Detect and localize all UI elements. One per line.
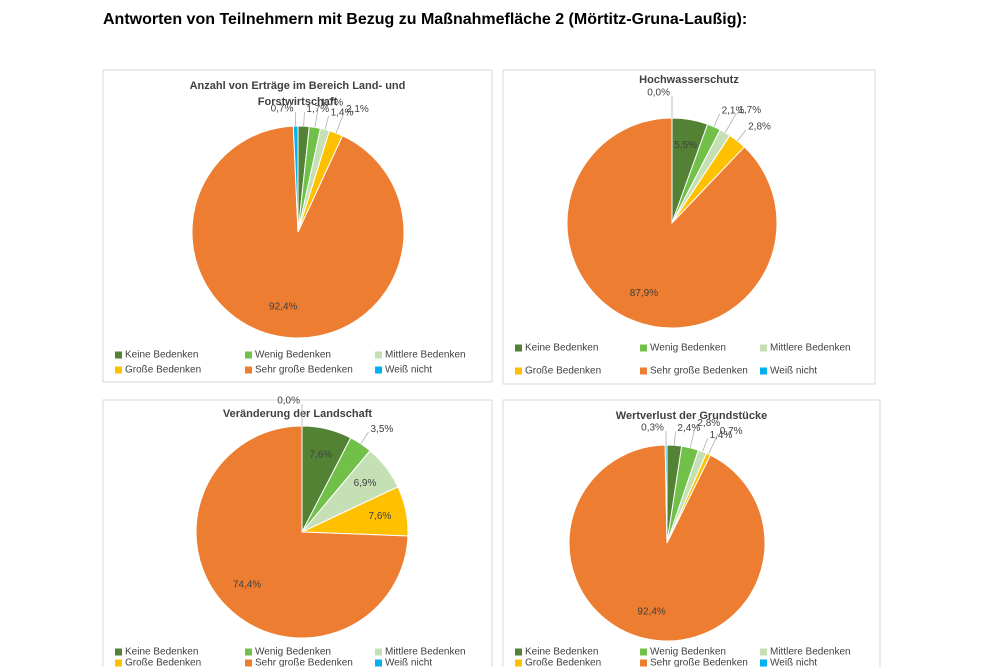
legend-swatch bbox=[515, 648, 522, 656]
data-label: 1,4% bbox=[710, 430, 733, 441]
data-label: 92,4% bbox=[269, 302, 297, 313]
data-label: 1,7% bbox=[738, 105, 761, 116]
legend-label: Große Bedenken bbox=[525, 366, 601, 377]
legend-label: Mittlere Bedenken bbox=[770, 343, 851, 354]
leader-line bbox=[724, 113, 737, 133]
legend-label: Wenig Bedenken bbox=[650, 343, 726, 354]
legend-label: Wenig Bedenken bbox=[255, 647, 331, 658]
data-label: 2,8% bbox=[697, 418, 720, 429]
leader-line bbox=[360, 431, 369, 444]
legend-swatch bbox=[760, 367, 767, 375]
data-label: 7,6% bbox=[309, 449, 332, 460]
legend-swatch bbox=[640, 367, 647, 375]
leader-line bbox=[689, 426, 696, 448]
legend-swatch bbox=[375, 659, 382, 667]
legend-label: Wenig Bedenken bbox=[650, 647, 726, 658]
legend-swatch bbox=[115, 648, 122, 656]
data-label: 2,1% bbox=[346, 104, 369, 115]
legend-label: Sehr große Bedenken bbox=[255, 658, 353, 667]
chart-title-box: Veränderung der Landschaft bbox=[222, 408, 373, 420]
legend-swatch bbox=[245, 648, 252, 656]
legend-swatch bbox=[515, 659, 522, 667]
pie-slice bbox=[195, 425, 409, 639]
legend-label: Weiß nicht bbox=[770, 658, 817, 667]
legend-swatch bbox=[760, 659, 767, 667]
legend-label: Weiß nicht bbox=[770, 366, 817, 377]
leader-line bbox=[335, 112, 345, 134]
legend-label: Sehr große Bedenken bbox=[650, 366, 748, 377]
chart-title-box: Wertverlust der Grundstücke bbox=[615, 410, 768, 422]
data-label: 7,6% bbox=[369, 511, 392, 522]
data-label: 0,7% bbox=[720, 426, 743, 437]
data-label: 6,9% bbox=[354, 478, 377, 489]
chart-title: Hochwasserschutz bbox=[639, 74, 739, 86]
data-label: 0,7% bbox=[271, 104, 294, 115]
legend-swatch bbox=[115, 366, 122, 374]
legend-swatch bbox=[115, 351, 122, 359]
chart-title-box: Anzahl von Erträge im Bereich Land- und … bbox=[189, 80, 406, 108]
legend-label: Wenig Bedenken bbox=[255, 350, 331, 361]
pie-slice bbox=[568, 444, 766, 642]
legend-swatch bbox=[760, 344, 767, 352]
chart-title: Wertverlust der Grundstücke bbox=[615, 410, 768, 422]
legend-label: Weiß nicht bbox=[385, 658, 432, 667]
legend-label: Keine Bedenken bbox=[525, 647, 598, 658]
legend-label: Mittlere Bedenken bbox=[770, 647, 851, 658]
leader-line bbox=[702, 438, 708, 452]
data-label: 1,4% bbox=[331, 108, 354, 119]
legend-swatch bbox=[640, 344, 647, 352]
leader-line bbox=[713, 113, 720, 127]
legend-swatch bbox=[515, 344, 522, 352]
legend-label: Sehr große Bedenken bbox=[650, 658, 748, 667]
data-label: 2,8% bbox=[748, 122, 771, 133]
legend-label: Keine Bedenken bbox=[525, 343, 598, 354]
data-label: 0,0% bbox=[277, 396, 300, 407]
data-label: 2,1% bbox=[722, 106, 745, 117]
legend-label: Keine Bedenken bbox=[125, 647, 198, 658]
data-label: 74,4% bbox=[233, 580, 261, 591]
legend-swatch bbox=[640, 648, 647, 656]
data-label: 3,5% bbox=[371, 424, 394, 435]
legend-swatch bbox=[375, 351, 382, 359]
data-label: 1,7% bbox=[320, 97, 343, 108]
chart-title-box: Hochwasserschutz bbox=[639, 74, 739, 86]
leader-line bbox=[708, 434, 719, 455]
leader-line bbox=[314, 105, 319, 128]
data-label: 2,4% bbox=[677, 423, 700, 434]
legend-swatch bbox=[245, 351, 252, 359]
legend-label: Sehr große Bedenken bbox=[255, 365, 353, 376]
legend-swatch bbox=[515, 367, 522, 375]
data-label: 0,0% bbox=[647, 88, 670, 99]
legend-swatch bbox=[375, 648, 382, 656]
legend-label: Große Bedenken bbox=[125, 658, 201, 667]
legend-swatch bbox=[245, 366, 252, 374]
legend-label: Mittlere Bedenken bbox=[385, 647, 466, 658]
legend-label: Große Bedenken bbox=[125, 365, 201, 376]
leader-line bbox=[737, 129, 747, 142]
legend-swatch bbox=[760, 648, 767, 656]
page-title: Antworten von Teilnehmern mit Bezug zu M… bbox=[103, 11, 747, 28]
chart-title: Anzahl von Erträge im Bereich Land- und … bbox=[189, 80, 406, 108]
legend-label: Große Bedenken bbox=[525, 658, 601, 667]
leader-line bbox=[303, 112, 305, 127]
legend-label: Mittlere Bedenken bbox=[385, 350, 466, 361]
legend-swatch bbox=[115, 659, 122, 667]
pie-slice bbox=[191, 125, 405, 339]
data-label: 87,9% bbox=[630, 288, 658, 299]
legend-label: Weiß nicht bbox=[385, 365, 432, 376]
leader-line bbox=[674, 431, 676, 446]
data-label: 0,3% bbox=[641, 423, 664, 434]
chart-title: Veränderung der Landschaft bbox=[222, 408, 373, 420]
data-label: 92,4% bbox=[637, 607, 665, 618]
legend-swatch bbox=[245, 659, 252, 667]
legend-swatch bbox=[375, 366, 382, 374]
data-label: 5,5% bbox=[674, 140, 697, 151]
legend-label: Keine Bedenken bbox=[125, 350, 198, 361]
pie-slice bbox=[292, 125, 299, 233]
leader-line bbox=[324, 115, 329, 130]
legend-swatch bbox=[640, 659, 647, 667]
